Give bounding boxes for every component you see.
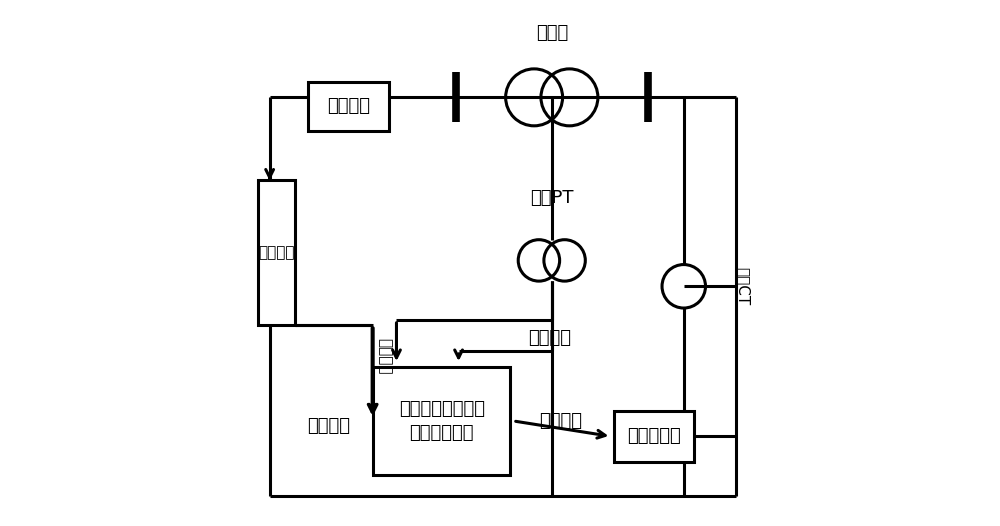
Text: 发电机次同步振荡
抑制控制算法: 发电机次同步振荡 抑制控制算法 <box>399 400 485 442</box>
Text: 电流CT: 电流CT <box>735 267 750 306</box>
Text: 母线PT: 母线PT <box>530 189 574 207</box>
Text: 转速探头: 转速探头 <box>258 245 295 260</box>
Text: 控制指令: 控制指令 <box>539 412 582 430</box>
FancyBboxPatch shape <box>258 180 295 325</box>
FancyBboxPatch shape <box>614 410 694 462</box>
Text: 电流信号: 电流信号 <box>528 329 571 347</box>
FancyBboxPatch shape <box>308 82 389 131</box>
Text: 变压器: 变压器 <box>536 24 568 42</box>
FancyBboxPatch shape <box>373 367 510 476</box>
Text: 发电机组: 发电机组 <box>327 97 370 115</box>
Text: 电压信号: 电压信号 <box>378 338 393 375</box>
Text: 可控电流源: 可控电流源 <box>627 428 681 446</box>
Text: 转速信号: 转速信号 <box>307 417 350 435</box>
